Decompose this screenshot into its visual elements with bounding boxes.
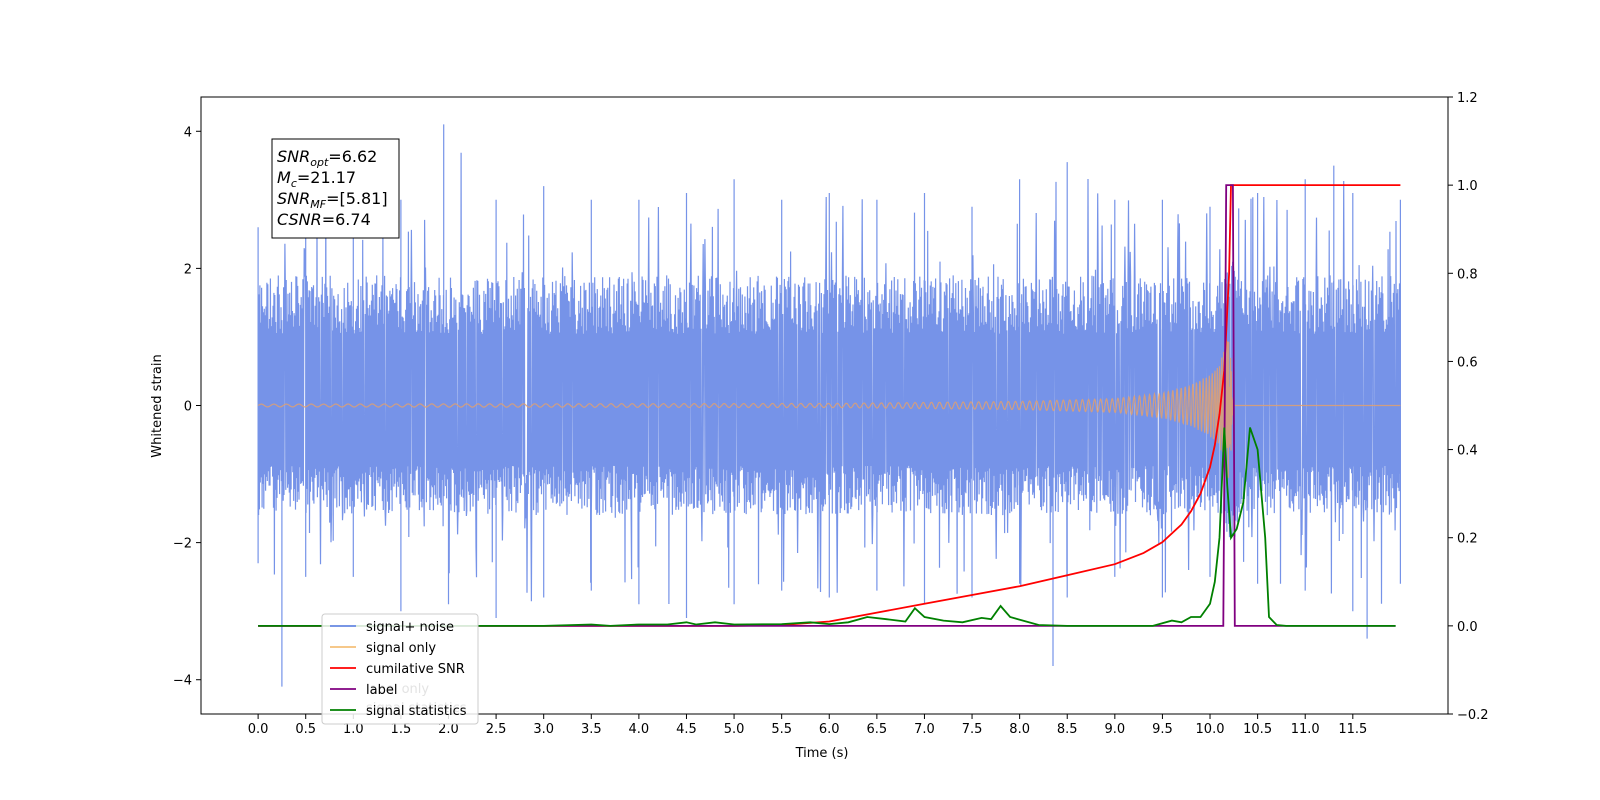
annotation-line: Mc=21.17 <box>277 168 356 190</box>
x-tick-label: 9.5 <box>1152 722 1173 737</box>
x-tick-label: 4.0 <box>629 722 650 737</box>
annotation-line: SNRopt=6.62 <box>277 147 377 169</box>
y-right-tick-label: −0.2 <box>1457 708 1489 723</box>
x-axis: 0.0 0.5 1.0 1.5 2.0 2.5 3.0 3.5 4.0 4.5 5.0 5.5 6.0 6… <box>248 714 1367 737</box>
x-tick-label: 10.5 <box>1243 722 1272 737</box>
y-axis-right: −0.2 0.0 0.2 0.4 0.6 0.8 1.0 1.2 <box>1448 91 1489 723</box>
y-right-tick-label: 0.2 <box>1457 532 1478 547</box>
x-tick-label: 2.0 <box>438 722 459 737</box>
y-left-tick-label: −2 <box>173 537 192 552</box>
legend: label only signal statistics signal+ noise… <box>321 613 479 725</box>
legend-label: signal+ noise <box>366 620 454 635</box>
legend-ghost-label: signal statistics <box>366 701 467 716</box>
y-axis-left: −4 −2 0 2 4 <box>173 125 201 689</box>
series-signal-statistics-line <box>258 427 1396 627</box>
y-right-tick-label: 0.8 <box>1457 267 1478 282</box>
x-tick-label: 7.0 <box>914 722 935 737</box>
legend-ghost-label: label only <box>366 682 429 697</box>
x-tick-label: 1.5 <box>391 722 412 737</box>
x-tick-label: 4.5 <box>676 722 697 737</box>
legend-label: label <box>366 683 397 698</box>
legend-label: signal only <box>366 641 436 656</box>
x-tick-label: 8.0 <box>1009 722 1030 737</box>
x-tick-label: 2.5 <box>486 722 507 737</box>
series-cumilative-snr-line <box>258 184 1401 627</box>
y-axis-label: Whitened strain <box>150 354 165 457</box>
y-right-tick-label: 0.0 <box>1457 620 1478 635</box>
x-tick-label: 3.0 <box>533 722 554 737</box>
x-tick-label: 7.5 <box>962 722 983 737</box>
x-tick-label: 11.0 <box>1291 722 1320 737</box>
plot-area <box>257 124 1401 687</box>
series-signal-noise-line <box>257 124 1401 687</box>
x-tick-label: 11.5 <box>1338 722 1367 737</box>
y-right-tick-label: 0.4 <box>1457 444 1478 459</box>
y-right-tick-label: 1.2 <box>1457 91 1478 106</box>
x-tick-label: 8.5 <box>1057 722 1078 737</box>
y-left-tick-label: 4 <box>184 125 192 140</box>
series-signal-only-line <box>257 340 1401 478</box>
x-tick-label: 10.0 <box>1196 722 1225 737</box>
x-tick-label: 6.5 <box>867 722 888 737</box>
x-tick-label: 3.5 <box>581 722 602 737</box>
x-tick-label: 1.0 <box>343 722 364 737</box>
y-left-tick-label: −4 <box>173 674 192 689</box>
y-right-tick-label: 0.6 <box>1457 355 1478 370</box>
legend-frame <box>321 613 479 725</box>
legend-label: signal statistics <box>366 704 467 719</box>
y-right-tick-label: 1.0 <box>1457 179 1478 194</box>
x-tick-label: 5.0 <box>724 722 745 737</box>
x-axis-label: Time (s) <box>795 746 849 761</box>
y-left-tick-label: 0 <box>184 400 192 415</box>
y-left-tick-label: 2 <box>184 262 192 277</box>
x-tick-label: 9.0 <box>1104 722 1125 737</box>
annotation-line: CSNR=6.74 <box>277 210 371 229</box>
legend-label: cumilative SNR <box>366 662 465 677</box>
x-tick-label: 5.5 <box>771 722 792 737</box>
annotation-frame <box>271 138 400 239</box>
x-tick-label: 6.0 <box>819 722 840 737</box>
annotation-line: SNRMF=[5.81] <box>277 189 388 211</box>
x-tick-label: 0.0 <box>248 722 269 737</box>
x-tick-label: 0.5 <box>295 722 316 737</box>
